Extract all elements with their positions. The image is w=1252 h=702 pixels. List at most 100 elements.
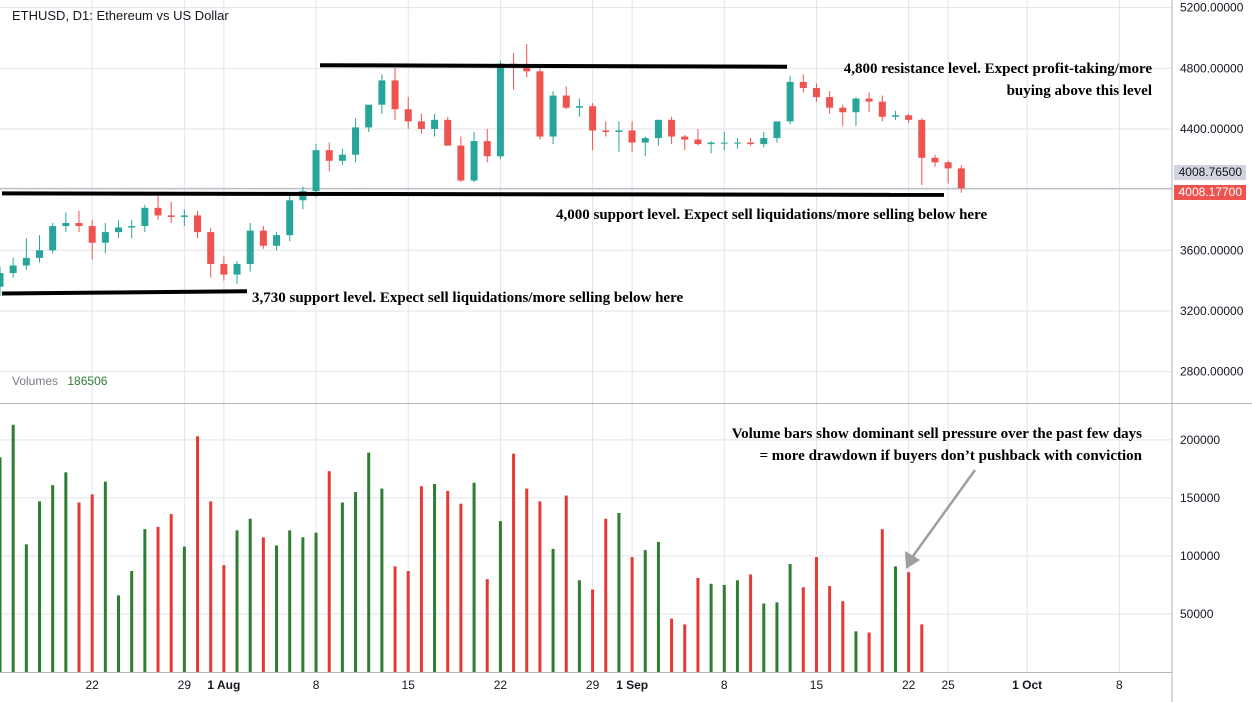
- volume-bar: [512, 453, 516, 672]
- price-tick-label: 4400.00000: [1180, 122, 1244, 136]
- volume-bar: [103, 481, 107, 672]
- candle-body: [931, 157, 939, 163]
- volume-bar: [564, 495, 568, 672]
- candle-body: [628, 130, 636, 143]
- volume-bar: [788, 564, 792, 672]
- volume-bar: [130, 571, 134, 672]
- time-tick-label: 8: [1116, 678, 1123, 692]
- volume-bar: [64, 472, 68, 672]
- candle-body: [589, 106, 597, 131]
- volume-bar: [235, 530, 239, 672]
- candle-body: [325, 150, 333, 161]
- volume-bar: [261, 537, 265, 672]
- volume-bar: [0, 457, 2, 672]
- volume-bar: [762, 603, 766, 672]
- candle-body: [641, 138, 649, 143]
- volume-bar: [722, 584, 726, 672]
- candle-body: [246, 230, 254, 264]
- annotation-volume-line2: = more drawdown if buyers don’t pushback…: [759, 448, 1143, 464]
- volume-bar: [433, 483, 437, 672]
- candle-body: [141, 207, 149, 227]
- volume-bar: [77, 502, 81, 672]
- candle-body: [404, 109, 412, 122]
- annotation-resistance: 4,800 resistance level. Expect profit-ta…: [792, 58, 1152, 102]
- time-tick-label: 1 Oct: [1012, 678, 1042, 692]
- candle-body: [286, 200, 294, 236]
- candle-body: [668, 119, 676, 137]
- volume-bar: [841, 601, 845, 672]
- candle-body: [812, 87, 820, 98]
- price-tick-label: 2800.00000: [1180, 365, 1244, 379]
- candle-body: [62, 222, 70, 227]
- candle-body: [694, 139, 702, 145]
- candle-body: [536, 71, 544, 137]
- candle-body: [549, 95, 557, 137]
- candle-body: [562, 95, 570, 108]
- support-line-4000: [1, 191, 945, 197]
- volume-bar: [867, 632, 871, 672]
- volume-bar: [854, 631, 858, 672]
- volume-bar: [828, 586, 832, 672]
- candle-body: [733, 142, 741, 144]
- volume-value: 186506: [67, 374, 108, 388]
- candle-body: [36, 250, 44, 258]
- volume-bar: [354, 492, 358, 672]
- volume-bar: [209, 501, 213, 672]
- candle-body: [773, 121, 781, 139]
- volume-bar: [169, 514, 173, 672]
- candle-body: [707, 142, 715, 145]
- volume-arrow-head: [905, 551, 920, 569]
- candle-body: [905, 115, 913, 120]
- candle-body: [878, 101, 886, 117]
- candle-body: [259, 230, 267, 246]
- candle-body: [839, 107, 847, 113]
- volume-bar: [406, 571, 410, 672]
- candle-body: [22, 257, 30, 266]
- candle-body: [944, 162, 952, 169]
- volume-bar: [604, 518, 608, 672]
- volume-label: Volumes 186506: [12, 374, 107, 388]
- time-tick-label: 15: [402, 678, 416, 692]
- candle-body: [865, 98, 873, 102]
- volume-bar: [775, 602, 779, 672]
- candle-body: [799, 81, 807, 88]
- volume-bar: [288, 530, 292, 672]
- candle-body: [786, 81, 794, 122]
- annotation-volume: Volume bars show dominant sell pressure …: [620, 423, 1142, 467]
- candle-body: [338, 154, 346, 161]
- volume-bar: [551, 548, 555, 672]
- candle-body: [101, 232, 109, 243]
- candle-body: [957, 168, 965, 189]
- candle-body: [391, 80, 399, 110]
- candle-body: [128, 226, 136, 228]
- volume-bar: [893, 566, 897, 672]
- volume-bar: [117, 595, 121, 672]
- candle-body: [417, 121, 425, 129]
- volume-bar: [920, 624, 924, 672]
- volume-bar: [301, 537, 305, 672]
- candle-body: [496, 63, 504, 157]
- volume-bar: [814, 557, 818, 672]
- volume-bar: [51, 485, 55, 672]
- volume-bar: [656, 541, 660, 672]
- volume-bar: [683, 624, 687, 672]
- volume-tick-label: 200000: [1180, 433, 1220, 447]
- candle-body: [365, 104, 373, 128]
- volume-bar: [367, 452, 371, 672]
- volume-bar: [459, 503, 463, 672]
- volume-label-text: Volumes: [12, 374, 59, 388]
- annotation-volume-line1: Volume bars show dominant sell pressure …: [731, 426, 1142, 442]
- candle-body: [167, 215, 175, 217]
- candle-body: [470, 141, 478, 181]
- volume-tick-label: 50000: [1180, 607, 1214, 621]
- candle-body: [273, 235, 281, 246]
- volume-bar: [880, 529, 884, 672]
- candle-body: [457, 145, 465, 181]
- volume-bar: [749, 574, 753, 672]
- candle-body: [0, 273, 4, 287]
- volume-bar: [525, 488, 529, 672]
- time-tick-label: 22: [902, 678, 916, 692]
- volume-bar: [472, 482, 476, 672]
